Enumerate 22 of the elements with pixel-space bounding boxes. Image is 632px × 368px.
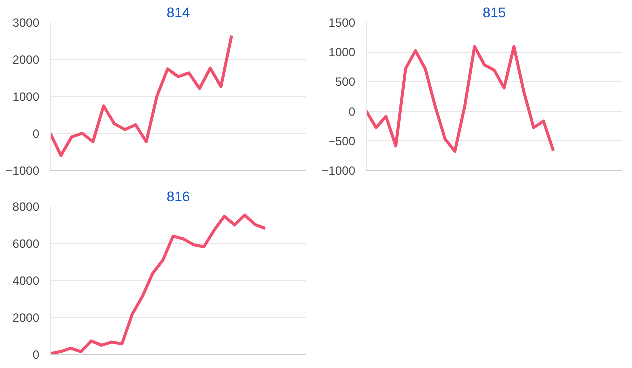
y-tick-label: 2000 [12, 53, 40, 67]
y-tick-label: 4000 [12, 274, 40, 288]
y-tick-label: 3000 [12, 16, 40, 30]
y-tick-label: 2000 [12, 311, 40, 325]
chart-title: 814 [166, 4, 190, 20]
y-tick-label: 1500 [328, 16, 356, 30]
line-series [366, 45, 556, 154]
y-tick-label: 0 [348, 104, 356, 119]
chart-title: 816 [166, 188, 190, 204]
y-tick-label: 8000 [12, 200, 40, 214]
y-tick-label: 0 [32, 348, 40, 362]
y-tick-label: −1000 [322, 164, 356, 178]
line-series [50, 34, 234, 158]
y-tick-label: 6000 [12, 237, 40, 251]
y-tick-label: −1000 [6, 164, 40, 178]
line-series [50, 214, 268, 354]
y-tick-label: 1000 [328, 46, 356, 60]
y-tick-label: 1000 [12, 90, 40, 104]
y-tick-label: 0 [32, 127, 40, 141]
y-tick-label: −500 [328, 134, 356, 148]
y-tick-label: 500 [335, 75, 356, 90]
chart-title: 815 [482, 4, 506, 20]
